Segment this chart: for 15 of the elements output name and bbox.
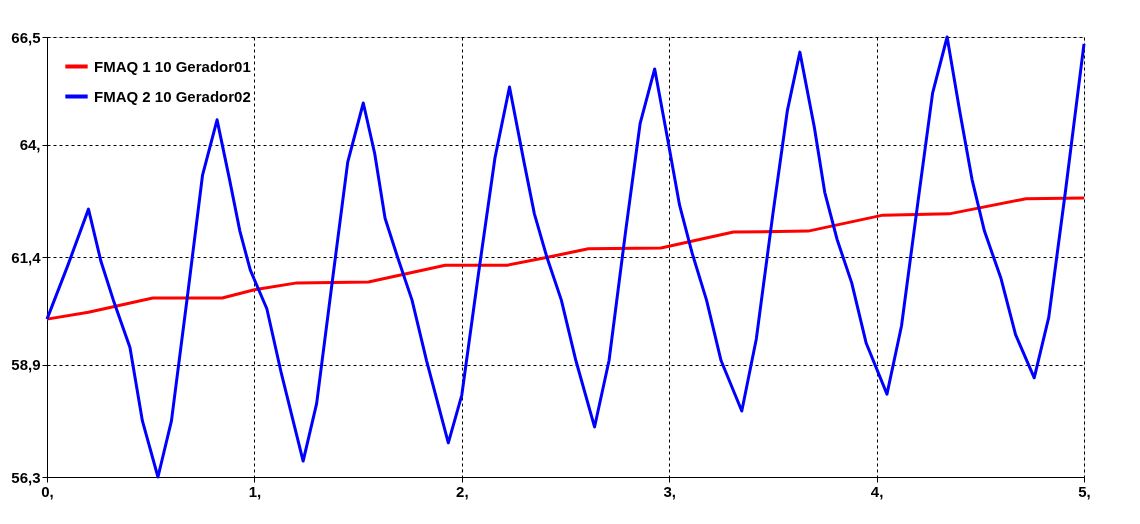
x-tick-label: 3, (663, 482, 676, 500)
x-tick-label: 4, (870, 482, 884, 500)
y-tick-label: 56,3 (11, 468, 41, 486)
line-series (45, 196, 1086, 321)
legend-label: FMAQ 1 10 Gerador01 (94, 57, 251, 75)
x-tick-label: 0, (41, 482, 54, 500)
x-tick-label: 5, (1078, 482, 1091, 500)
y-tick-label: 58,9 (11, 356, 41, 374)
x-tick-label: 1, (248, 482, 262, 500)
y-tick-label: 64, (19, 136, 41, 154)
legend-label: FMAQ 2 10 Gerador02 (94, 87, 251, 105)
y-tick-label: 66,5 (11, 28, 41, 46)
line-series (45, 35, 1086, 479)
x-tick-label: 2, (456, 482, 469, 500)
y-tick-label: 61,4 (11, 248, 42, 266)
